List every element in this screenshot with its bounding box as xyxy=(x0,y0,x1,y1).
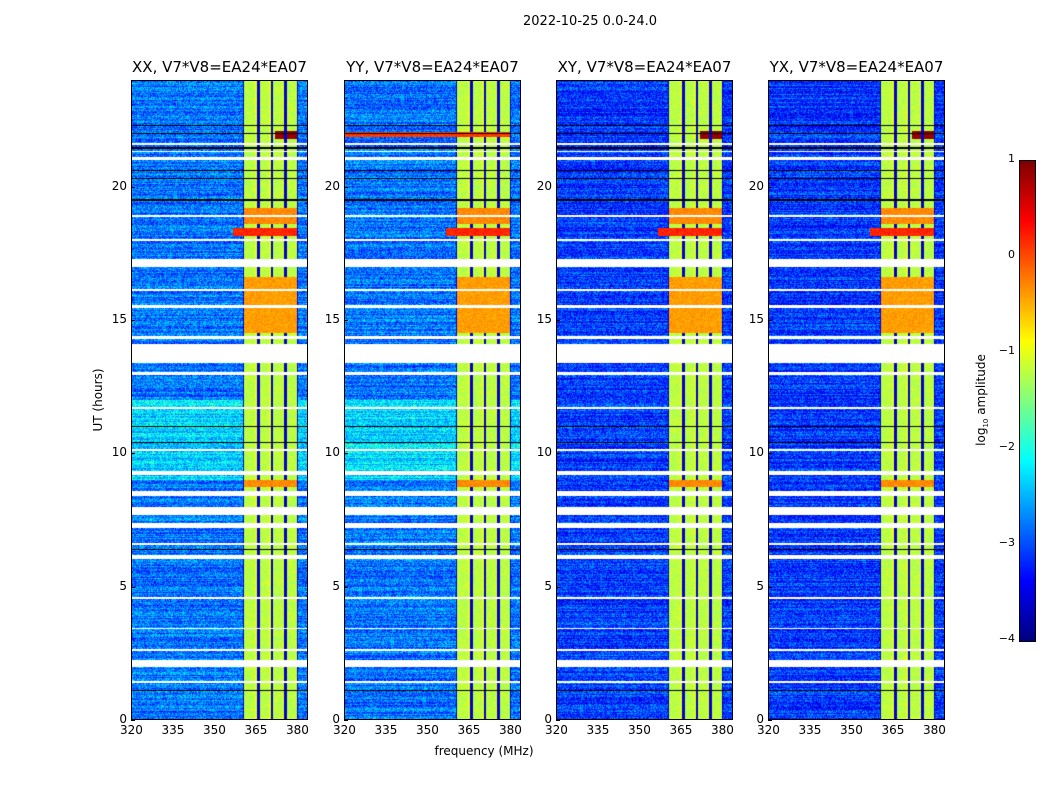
y-tick-label: 20 xyxy=(536,178,552,193)
x-tick-label: 365 xyxy=(244,723,268,737)
x-tick-label: 320 xyxy=(757,723,780,737)
colorbar-tick-label: −4 xyxy=(998,632,1015,645)
x-tick-label: 335 xyxy=(586,723,610,737)
y-tick-label: 15 xyxy=(111,312,127,326)
heatmap-yy xyxy=(344,80,521,720)
y-tick-label: 5 xyxy=(119,578,127,593)
colorbar-label: log10 amplitude xyxy=(974,354,990,446)
y-tick-mark xyxy=(556,186,560,188)
colorbar-tick-label: −3 xyxy=(998,536,1015,549)
panel-xy: XY, V7*V8=EA24*EA07 320 335 350 365 380 0 5 10 15… xyxy=(537,58,734,737)
y-tick-mark xyxy=(556,320,560,321)
x-tick-label: 320 xyxy=(120,723,143,737)
heatmap-xx xyxy=(131,80,308,720)
y-tick-mark xyxy=(768,720,772,721)
y-tick-label: 10 xyxy=(748,445,764,460)
y-tick-mark xyxy=(556,453,560,455)
y-tick-mark xyxy=(131,586,135,588)
y-tick-mark xyxy=(556,720,560,721)
heatmap-xy xyxy=(556,80,733,720)
y-tick-mark xyxy=(344,186,348,188)
y-tick-label: 10 xyxy=(324,445,340,460)
y-tick-label: 0 xyxy=(332,712,340,726)
y-tick-label: 15 xyxy=(324,312,340,326)
x-tick-label: 335 xyxy=(161,723,185,737)
y-tick-label: 0 xyxy=(119,712,127,726)
x-tick-label: 350 xyxy=(627,723,651,737)
y-tick-mark xyxy=(344,720,348,721)
y-tick-mark xyxy=(344,586,348,588)
panel-title: XY, V7*V8=EA24*EA07 xyxy=(557,58,732,76)
y-tick-mark xyxy=(768,186,772,188)
y-tick-label: 20 xyxy=(111,178,127,193)
x-tick-label: 335 xyxy=(798,723,822,737)
y-tick-label: 5 xyxy=(332,578,340,593)
panel-title: YY, V7*V8=EA24*EA07 xyxy=(346,58,519,76)
y-tick-label: 20 xyxy=(748,178,764,193)
colorbar-tick-label: −1 xyxy=(998,344,1015,357)
x-tick-label: 320 xyxy=(545,723,568,737)
y-tick-label: 10 xyxy=(536,445,552,460)
x-tick-label: 380 xyxy=(922,723,946,737)
colorbar xyxy=(1019,160,1036,642)
y-tick-mark xyxy=(131,453,135,455)
figure-title: 2022-10-25 0.0-24.0 xyxy=(523,14,657,29)
y-tick-mark xyxy=(768,586,772,588)
x-tick-label: 350 xyxy=(415,723,439,737)
colorbar-tick-label: −2 xyxy=(998,440,1015,453)
axes-frame xyxy=(768,80,945,720)
y-tick-mark xyxy=(131,720,135,721)
panel-xx: XX, V7*V8=EA24*EA07 320 335 350 365 380 0 5 10 15… xyxy=(112,58,309,737)
y-tick-mark xyxy=(768,320,772,321)
x-tick-label: 365 xyxy=(457,723,481,737)
x-tick-label: 350 xyxy=(839,723,863,737)
y-tick-label: 10 xyxy=(111,445,127,460)
x-tick-label: 380 xyxy=(285,723,309,737)
panel-title: XX, V7*V8=EA24*EA07 xyxy=(132,58,307,76)
axes-frame xyxy=(131,80,308,720)
panel-yx: YX, V7*V8=EA24*EA07 320 335 350 365 380 0 5 10 15… xyxy=(749,58,946,737)
y-tick-mark xyxy=(131,186,135,188)
y-tick-label: 15 xyxy=(536,312,552,326)
x-tick-label: 335 xyxy=(374,723,398,737)
axes-frame xyxy=(344,80,521,720)
x-tick-label: 365 xyxy=(881,723,905,737)
y-tick-label: 5 xyxy=(544,578,552,593)
y-tick-mark xyxy=(768,453,772,455)
y-tick-mark xyxy=(344,320,348,321)
axes-frame xyxy=(556,80,733,720)
y-tick-label: 0 xyxy=(544,712,552,726)
x-tick-label: 365 xyxy=(669,723,693,737)
y-tick-mark xyxy=(131,320,135,321)
heatmap-yx xyxy=(768,80,945,720)
y-tick-label: 20 xyxy=(324,178,340,193)
y-tick-mark xyxy=(556,586,560,588)
x-axis-label: frequency (MHz) xyxy=(434,744,534,758)
colorbar-label-base: log xyxy=(973,427,988,446)
colorbar-tick-label: 1 xyxy=(1008,152,1015,165)
y-tick-label: 15 xyxy=(748,312,764,326)
x-tick-label: 380 xyxy=(710,723,734,737)
y-tick-mark xyxy=(344,453,348,455)
y-tick-label: 5 xyxy=(756,578,764,593)
x-tick-label: 380 xyxy=(498,723,522,737)
panel-title: YX, V7*V8=EA24*EA07 xyxy=(769,58,944,76)
panel-yy: YY, V7*V8=EA24*EA07 320 335 350 365 380 0 5 10 15… xyxy=(325,58,522,737)
x-tick-label: 350 xyxy=(202,723,226,737)
colorbar-label-rest: amplitude xyxy=(973,354,988,419)
x-tick-label: 320 xyxy=(333,723,356,737)
y-tick-label: 0 xyxy=(756,712,764,726)
colorbar-tick-label: 0 xyxy=(1008,248,1015,261)
colorbar-label-sub: 10 xyxy=(982,418,991,428)
y-axis-label: UT (hours) xyxy=(91,368,105,432)
